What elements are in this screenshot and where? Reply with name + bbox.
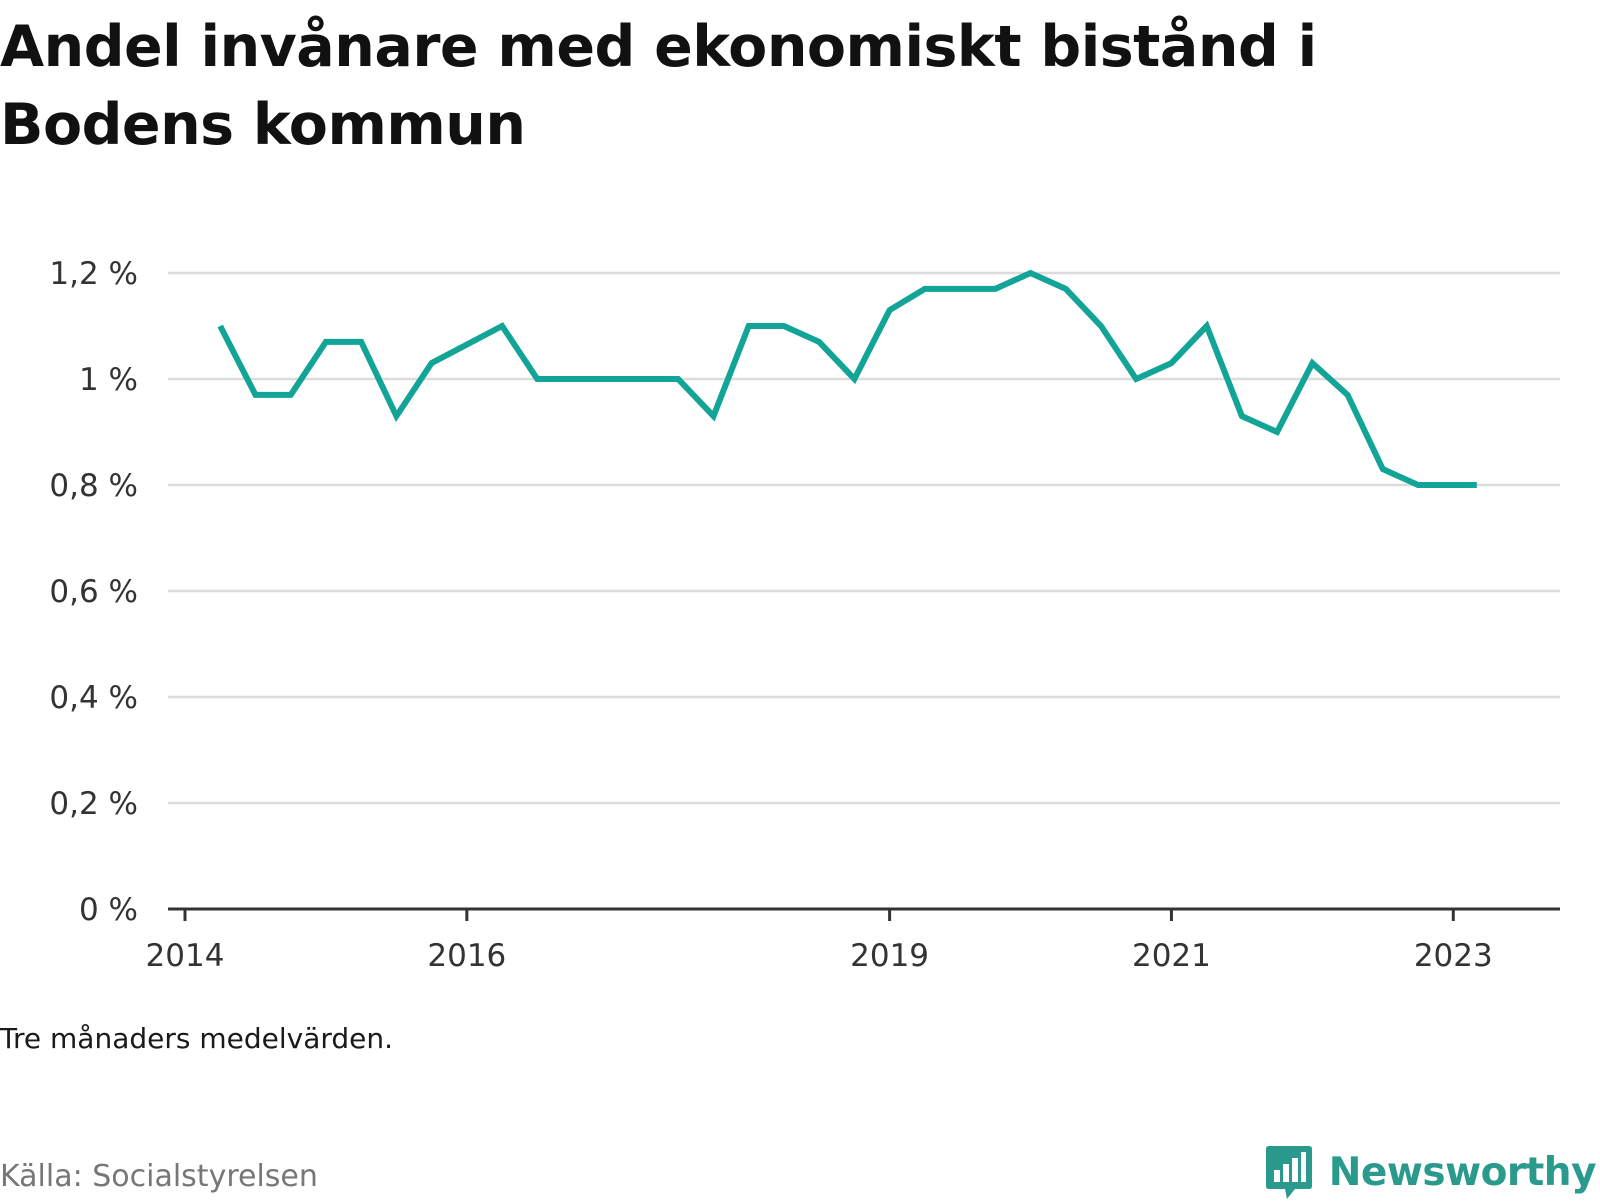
data-point — [1415, 482, 1421, 488]
y-tick-label: 0 % — [79, 892, 138, 928]
data-point — [1474, 482, 1480, 488]
chart-title: Andel invånare med ekonomiskt bistånd i … — [0, 14, 1317, 158]
data-point — [1204, 323, 1210, 329]
data-point — [1168, 360, 1174, 366]
data-point — [1063, 286, 1069, 292]
data-point — [605, 376, 611, 382]
data-point — [358, 339, 364, 345]
data-point — [1028, 270, 1034, 276]
data-point — [1450, 482, 1456, 488]
data-point — [1274, 429, 1280, 435]
y-tick-label: 0,4 % — [49, 680, 138, 716]
x-tick-label: 2023 — [1414, 938, 1493, 974]
data-point — [288, 392, 294, 398]
data-point — [887, 307, 893, 313]
data-point — [1098, 323, 1104, 329]
data-point — [957, 286, 963, 292]
y-tick-label: 1,2 % — [49, 256, 138, 292]
data-point — [429, 360, 435, 366]
newsworthy-logo-icon — [1265, 1146, 1312, 1199]
chart-note: Tre månaders medelvärden. — [0, 1022, 394, 1055]
data-point — [816, 339, 822, 345]
y-tick-label: 0,6 % — [49, 574, 138, 610]
data-point — [323, 339, 329, 345]
data-point — [675, 376, 681, 382]
data-point — [499, 323, 505, 329]
data-point — [1309, 360, 1315, 366]
data-point — [570, 376, 576, 382]
newsworthy-logo: Newsworthy — [1265, 1143, 1597, 1201]
data-point — [746, 323, 752, 329]
data-point — [1133, 376, 1139, 382]
x-tick-label: 2014 — [146, 938, 225, 974]
y-tick-label: 1 % — [79, 362, 138, 398]
series-line — [217, 269, 1477, 488]
data-point — [217, 323, 223, 329]
data-point — [534, 376, 540, 382]
data-point — [851, 376, 857, 382]
data-point — [922, 286, 928, 292]
line-chart: 0 % 0,2 % 0,4 % 0,6 % 0,8 % 1 % 1,2 % 2014 2016… — [49, 256, 1560, 974]
brand-name: Newsworthy — [1328, 1149, 1597, 1195]
data-point — [640, 376, 646, 382]
data-point — [1239, 413, 1245, 419]
data-point — [710, 413, 716, 419]
data-point — [781, 323, 787, 329]
data-point — [252, 392, 258, 398]
data-point — [393, 413, 399, 419]
gridlines — [168, 271, 1560, 805]
data-point — [992, 286, 998, 292]
series-layer — [217, 269, 1480, 488]
x-tick-label: 2016 — [427, 938, 506, 974]
y-axis-tick-labels: 0 % 0,2 % 0,4 % 0,6 % 0,8 % 1 % 1,2 % — [49, 256, 138, 928]
data-point — [1345, 392, 1351, 398]
x-tick-label: 2019 — [850, 938, 929, 974]
data-point — [1380, 466, 1386, 472]
x-tick-label: 2021 — [1132, 938, 1211, 974]
x-axis-ticks: 2014 2016 2019 2021 2023 — [146, 909, 1493, 974]
y-tick-label: 0,8 % — [49, 468, 138, 504]
y-tick-label: 0,2 % — [49, 786, 138, 822]
source-credit: Källa: Socialstyrelsen — [0, 1159, 318, 1194]
